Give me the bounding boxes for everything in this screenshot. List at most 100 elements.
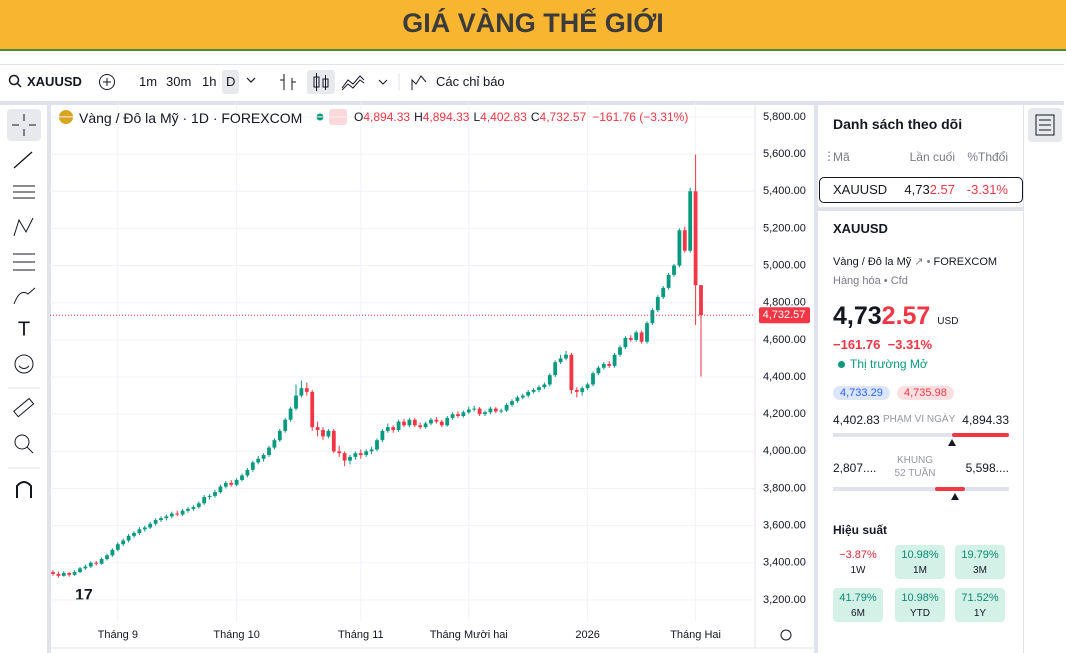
detail-name-row: Vàng / Đô la Mỹ ↗ • FOREXCOM	[833, 255, 997, 268]
performance-value: 71.52%	[961, 592, 999, 604]
status-dot	[838, 361, 845, 368]
candle-body	[591, 373, 595, 385]
performance-value: 41.79%	[839, 592, 877, 604]
candle-body	[375, 440, 379, 450]
column-header[interactable]: Mã	[833, 150, 850, 164]
candle-body	[132, 533, 136, 536]
candle-body	[623, 338, 628, 348]
candle-body	[126, 535, 131, 541]
y-tick-label: 4,800.00	[763, 297, 806, 309]
symbol-search[interactable]: XAUUSD	[27, 74, 82, 89]
candle-body	[666, 274, 671, 288]
detail-name[interactable]: Vàng / Đô la Mỹ	[833, 256, 912, 268]
interval-button[interactable]: 1h	[202, 74, 217, 89]
interval-button[interactable]: 1m	[139, 74, 158, 89]
candle-body	[699, 285, 703, 316]
watchlist-row[interactable]	[819, 177, 1023, 203]
candle-body	[688, 191, 693, 251]
row-last-tail: 2.57	[929, 182, 955, 197]
performance-tile[interactable]: 10.98% 1M	[895, 545, 945, 579]
performance-tile[interactable]: 41.79% 6M	[833, 588, 883, 622]
row-symbol[interactable]: XAUUSD	[833, 182, 888, 197]
add-symbol-icon[interactable]	[98, 73, 116, 91]
detail-change-pct: −3.31%	[887, 337, 933, 352]
candle-body	[288, 408, 293, 420]
candle-body	[466, 409, 471, 413]
candle-body	[677, 230, 682, 266]
column-header[interactable]: %Thđổi	[967, 150, 1008, 164]
y-tick-label: 3,800.00	[763, 482, 806, 494]
candle-body	[245, 469, 250, 476]
day-range-track	[833, 433, 1009, 437]
day-range-label: PHẠM VI NGÀY	[883, 414, 956, 425]
candle-body	[661, 287, 666, 298]
legend-change: −161.76 (−3.31%)	[592, 110, 689, 124]
candle-body	[213, 492, 217, 496]
interval-selected-bg	[222, 70, 239, 94]
day-range-fill	[952, 433, 1009, 437]
bid-pill: 4,733.29	[833, 386, 890, 400]
drawing-tools[interactable]: T	[6, 108, 42, 508]
toolbar	[0, 64, 1064, 105]
candle-body	[450, 414, 455, 418]
candle-body	[569, 354, 574, 391]
candle-body	[331, 430, 336, 452]
interval-chevron[interactable]	[246, 76, 256, 84]
candle-body	[682, 230, 687, 251]
candle-body	[169, 513, 174, 517]
chart-type-icons[interactable]	[278, 70, 428, 94]
column-header[interactable]: Lần cuối	[909, 150, 955, 164]
candle-body	[250, 462, 255, 470]
candle-body	[634, 332, 639, 340]
candle-body	[267, 447, 271, 456]
grid	[50, 103, 755, 622]
chart-title: Vàng / Đô la Mỹ · 1D · FOREXCOM	[79, 110, 303, 126]
row-change: -3.31%	[966, 182, 1008, 197]
performance-tile[interactable]: 10.98% YTD	[895, 588, 945, 622]
watchlist-icon[interactable]	[1028, 108, 1062, 142]
candle-body	[148, 523, 153, 528]
candle-body	[547, 375, 552, 385]
y-tick-label: 3,600.00	[763, 520, 806, 532]
week52-low: 2,807....	[833, 461, 877, 475]
detail-change: −161.76	[833, 337, 881, 352]
candle-body	[439, 421, 444, 426]
performance-tile[interactable]: 19.79% 3M	[955, 545, 1005, 579]
candle-body	[202, 497, 207, 504]
interval-button[interactable]: D	[226, 74, 236, 89]
ohlc-legend: O 4,894.33 H 4,894.33 L 4,402.83 C 4,732.57 −161…	[354, 110, 688, 124]
drag-handle: ⋮	[823, 149, 835, 163]
candle-body	[283, 419, 288, 431]
day-range-low: 4,402.83	[833, 413, 880, 427]
x-tick-label: Tháng Hai	[670, 629, 721, 641]
settings-icon[interactable]	[780, 629, 792, 641]
indicators-button[interactable]: Các chỉ báo	[436, 74, 505, 89]
price-main: 4,73	[833, 302, 882, 330]
y-tick-label: 5,200.00	[763, 222, 806, 234]
performance-tile[interactable]: 71.52% 1Y	[955, 588, 1005, 622]
candle-body	[574, 390, 579, 392]
candle-body	[196, 503, 201, 508]
candle-body	[72, 572, 77, 575]
candle-body	[369, 449, 374, 452]
performance-period: 1W	[850, 565, 866, 576]
candle-body	[348, 456, 352, 461]
candle-body	[655, 297, 660, 311]
search-icon[interactable]	[8, 74, 22, 88]
y-tick-label: 4,600.00	[763, 334, 806, 346]
interval-button[interactable]: 30m	[166, 74, 192, 89]
candle-body	[315, 427, 320, 430]
candle-body	[391, 427, 396, 430]
detail-change-row: −161.76 −3.31%	[833, 337, 932, 352]
candle-body	[277, 430, 282, 441]
performance-value: 19.79%	[961, 549, 999, 561]
legend-key: H	[414, 110, 423, 124]
candle-body	[601, 364, 606, 368]
candle-body	[456, 414, 460, 417]
candle-body	[526, 391, 531, 396]
performance-period: 6M	[851, 608, 865, 619]
candle-body	[693, 191, 698, 286]
candle-body	[342, 453, 347, 461]
performance-tile[interactable]: −3.87% 1W	[833, 545, 883, 579]
candle-body	[628, 338, 633, 340]
